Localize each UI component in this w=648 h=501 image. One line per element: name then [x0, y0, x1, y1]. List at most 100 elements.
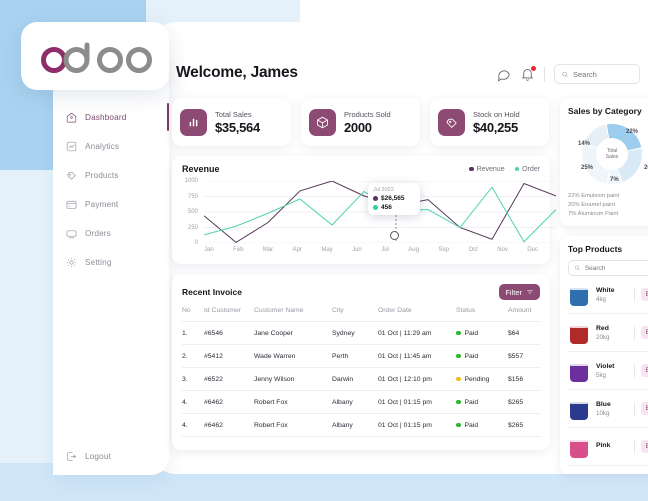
list-item[interactable]: Violet 5kg E [568, 352, 648, 390]
tooltip-dot [373, 204, 378, 210]
list-item[interactable]: White 4kg E [568, 276, 648, 314]
stat-card-text: Stock on Hold $40,255 [473, 110, 520, 135]
header-actions [496, 62, 640, 86]
sidebar-item-analytics[interactable]: Analytics [53, 132, 169, 161]
cell-order-date: 01 Oct | 11:45 am [378, 344, 456, 368]
cell-customer-name: Wade Warren [254, 344, 332, 368]
status-label: Paid [464, 398, 479, 406]
status-dot [456, 399, 461, 405]
odoo-logo-card [21, 22, 169, 90]
chart-x-tick: Dec [527, 247, 538, 253]
revenue-chart: 0 250 500 750 1000 Jan Feb Mar Apr May Jun Jul Aug S… [182, 177, 540, 261]
cell-status: Paid [456, 413, 508, 437]
chart-legend: Revenue Order [469, 166, 540, 173]
orders-icon [65, 227, 78, 240]
product-text: Blue 10kg [596, 401, 628, 417]
sidebar-item-orders[interactable]: Orders [53, 219, 169, 248]
divider [634, 363, 635, 378]
tooltip-order-row: 456 [373, 204, 415, 211]
search-icon [575, 265, 580, 271]
stat-card-text: Total Sales $35,564 [215, 110, 260, 135]
chart-x-tick: Oct [468, 247, 478, 253]
product-action-badge[interactable]: E [641, 440, 648, 453]
donut-percent-label: 7% [610, 177, 619, 183]
stat-card-stock-on-hold[interactable]: Stock on Hold $40,255 [430, 98, 549, 146]
paint-can-body [570, 402, 588, 420]
status-label: Pending [464, 375, 490, 383]
stat-card-total-sales[interactable]: Total Sales $35,564 [172, 98, 291, 146]
stat-card-products-sold[interactable]: Products Sold 2000 [301, 98, 420, 146]
cell-id-customer: #6462 [204, 390, 254, 414]
product-weight: 5kg [596, 371, 606, 379]
stat-card-text: Products Sold 2000 [344, 110, 391, 135]
odoo-logo [36, 39, 154, 73]
list-item[interactable]: Blue 10kg E [568, 390, 648, 428]
bell-icon[interactable] [520, 65, 536, 82]
chart-y-tick: 500 [187, 209, 198, 215]
donut-svg [582, 124, 642, 184]
stat-label: Stock on Hold [473, 109, 520, 119]
cell-city: Albany [332, 390, 378, 414]
donut-slice[interactable] [584, 124, 609, 148]
donut-slice[interactable] [617, 148, 642, 182]
product-action-badge[interactable]: E [641, 402, 648, 415]
status-badge: Paid [456, 353, 508, 360]
cell-order-date: 01 Oct | 12:10 pm [378, 367, 456, 391]
revenue-chart-card: Revenue Revenue Order 0 250 500 750 1000 [172, 156, 550, 264]
cell-id-customer: #6522 [204, 367, 254, 391]
table-row[interactable]: 3. #6522 Jenny Wilson Darwin 01 Oct | 12:10 … [182, 367, 540, 391]
cell-no: 4. [182, 413, 204, 437]
cell-no: 4. [182, 390, 204, 414]
chart-x-tick: May [321, 247, 333, 253]
donut-center-line2: Sales [605, 154, 619, 160]
product-action-badge[interactable]: E [641, 364, 648, 377]
search-input[interactable] [573, 69, 633, 79]
product-action-badge[interactable]: E [641, 288, 648, 301]
table-row[interactable]: 4. #6462 Robert Fox Albany 01 Oct | 01:15 pm… [182, 390, 540, 414]
product-action-badge[interactable]: E [641, 326, 648, 339]
category-legend: 22% Emulsion paint 20% Enamel paint 7% A… [568, 191, 648, 218]
donut-slice[interactable] [608, 169, 622, 184]
logout-button[interactable]: Logout [53, 450, 169, 463]
list-item[interactable]: Red 20kg E [568, 314, 648, 352]
donut-center-line1: Total [606, 147, 618, 154]
divider [634, 287, 635, 302]
product-weight: 4kg [596, 295, 606, 303]
status-badge: Paid [456, 399, 508, 406]
stat-label: Products Sold [344, 109, 391, 119]
category-legend-item: 7% Aluminum Paint [568, 210, 619, 217]
product-search-box[interactable] [568, 260, 648, 276]
table-row[interactable]: 1. #6546 Jane Cooper Sydney 01 Oct | 11:29 a… [182, 321, 540, 345]
filter-button[interactable]: Filter [499, 284, 540, 300]
cell-amount: $265 [508, 413, 540, 437]
cell-status: Pending [456, 367, 508, 391]
sidebar-item-setting[interactable]: Setting [53, 248, 169, 277]
status-dot [456, 422, 461, 428]
invoice-table-body: 1. #6546 Jane Cooper Sydney 01 Oct | 11:29 a… [182, 321, 540, 437]
legend-item-revenue: Revenue [469, 166, 505, 173]
category-legend-item: 22% Emulsion paint [568, 192, 620, 199]
table-row[interactable]: 4. #6462 Robert Fox Albany 01 Oct | 01:15 pm… [182, 413, 540, 437]
tooltip-date: Jul 2022 [373, 187, 394, 193]
cell-order-date: 01 Oct | 01:15 pm [378, 390, 456, 414]
table-row[interactable]: 2. #5412 Wade Warren Perth 01 Oct | 11:45 am… [182, 344, 540, 368]
status-badge: Pending [456, 376, 508, 383]
stat-value: 2000 [344, 119, 372, 135]
donut-slice[interactable] [582, 143, 610, 184]
donut-percent-label: 14% [578, 141, 591, 147]
active-indicator [166, 103, 169, 131]
donut-slice[interactable] [606, 124, 642, 151]
chat-icon[interactable] [496, 67, 511, 82]
recent-invoice-card: Recent Invoice Filter No Id Customer Cus… [172, 274, 550, 450]
status-dot [456, 330, 461, 336]
product-search-input[interactable] [584, 264, 648, 272]
search-box[interactable] [554, 64, 640, 84]
product-weight: 10kg [596, 409, 610, 417]
sidebar-item-products[interactable]: Products [53, 161, 169, 190]
sidebar-item-payment[interactable]: Payment [53, 190, 169, 219]
sidebar-item-dashboard[interactable]: Dashboard [53, 103, 169, 132]
product-text: Red 20kg [596, 325, 628, 341]
category-legend-item: 20% Enamel paint [568, 201, 616, 208]
list-item[interactable]: Pink E [568, 428, 648, 466]
